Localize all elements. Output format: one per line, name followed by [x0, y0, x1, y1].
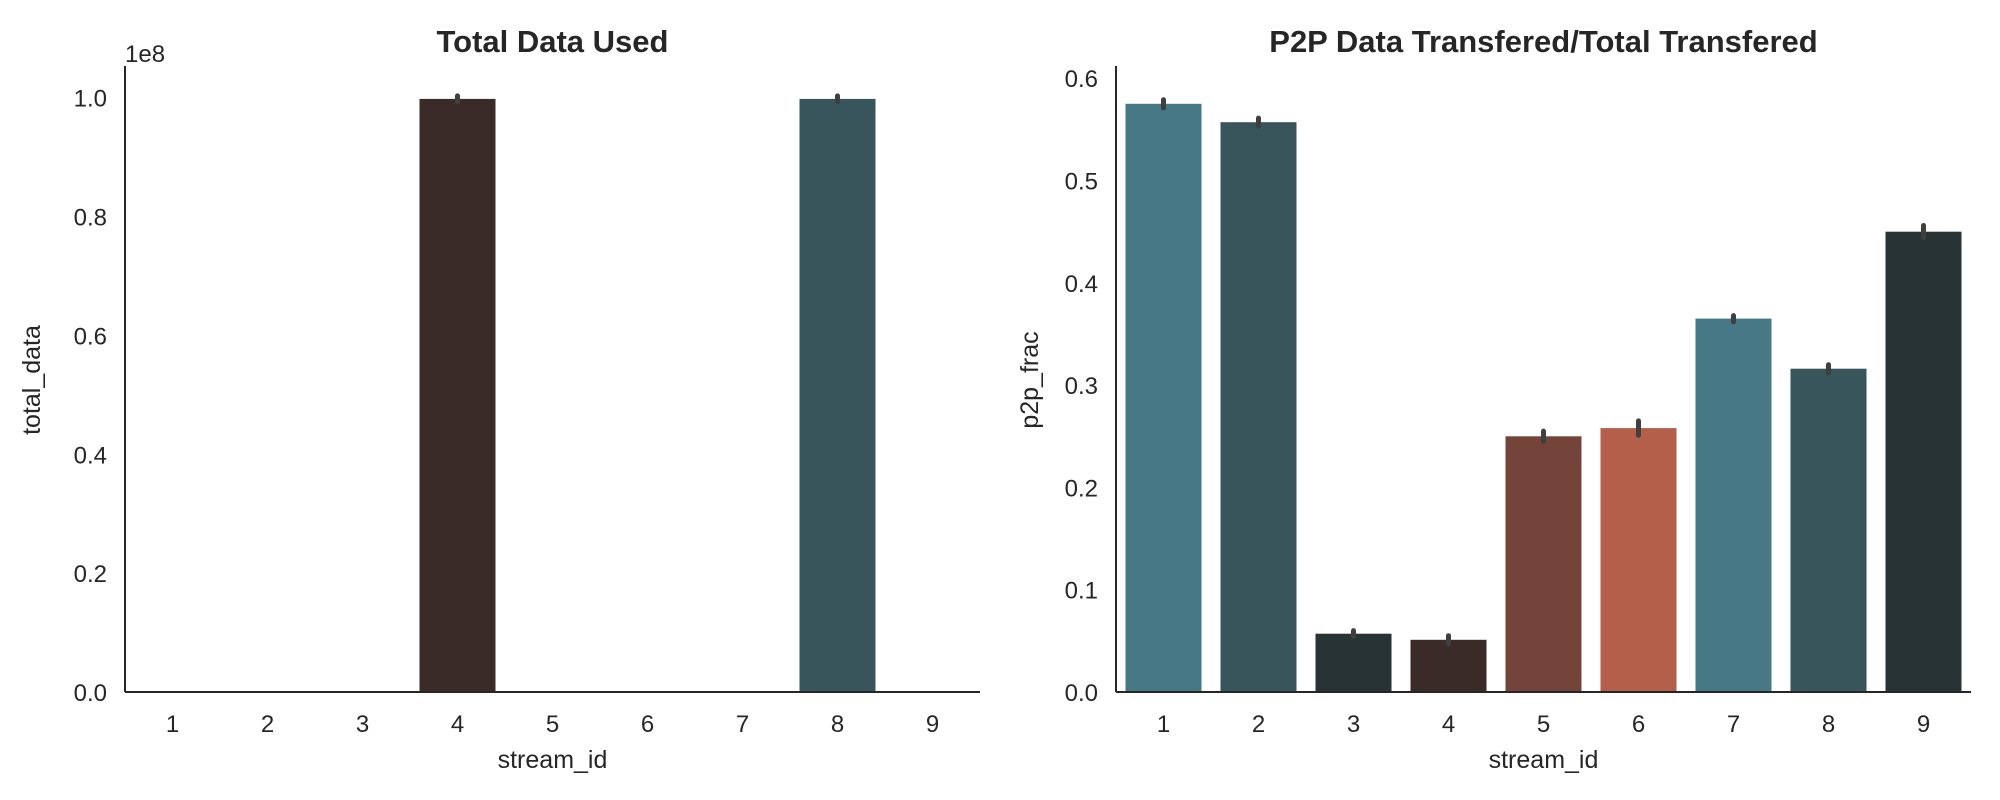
x-axis-label: stream_id: [498, 746, 608, 774]
y-tick-label: 0.6: [1065, 66, 1098, 93]
y-tick-label: 0.5: [1065, 169, 1098, 196]
bar-1: [1125, 103, 1202, 693]
bar-8: [799, 98, 876, 692]
x-tick-label: 2: [1252, 711, 1265, 738]
y-tick-label: 0.4: [74, 442, 107, 469]
bar-9: [1885, 231, 1962, 692]
bar-5: [1505, 436, 1582, 692]
chart-total-data-used: Total Data Used 1e8 stream_id total_data…: [18, 24, 980, 774]
y-tick-label: 0.6: [74, 323, 107, 350]
x-tick-label: 3: [356, 711, 369, 738]
x-tick-label: 3: [1347, 711, 1360, 738]
x-tick-label: 9: [1917, 711, 1930, 738]
x-tick-label: 6: [1632, 711, 1645, 738]
chart-title: P2P Data Transfered/Total Transfered: [1269, 24, 1817, 59]
y-tick-label: 0.2: [1065, 475, 1098, 502]
bar-6: [1600, 428, 1677, 692]
x-tick-label: 1: [166, 711, 179, 738]
x-tick-label: 9: [926, 711, 939, 738]
y-tick-label: 0.4: [1065, 271, 1098, 298]
x-tick-label: 1: [1157, 711, 1170, 738]
y-tick-label: 0.0: [74, 680, 107, 707]
x-tick-label: 6: [641, 711, 654, 738]
bar-3: [1315, 633, 1392, 692]
y-tick-label: 0.1: [1065, 578, 1098, 605]
bar-8: [1790, 368, 1867, 692]
bar-2: [1220, 122, 1297, 692]
x-tick-label: 5: [546, 711, 559, 738]
bar-7: [1695, 318, 1772, 692]
bar-4: [1410, 639, 1487, 692]
y-tick-label: 0.3: [1065, 373, 1098, 400]
x-axis-label: stream_id: [1489, 746, 1599, 774]
y-tick-label: 0.2: [74, 561, 107, 588]
x-tick-label: 4: [1442, 711, 1455, 738]
y-offset-label: 1e8: [125, 41, 165, 68]
bar-4: [419, 98, 496, 692]
x-tick-label: 4: [451, 711, 464, 738]
y-tick-label: 0.0: [1065, 680, 1098, 707]
x-tick-label: 5: [1537, 711, 1550, 738]
x-tick-label: 2: [261, 711, 274, 738]
x-tick-label: 7: [1727, 711, 1740, 738]
x-tick-label: 8: [831, 711, 844, 738]
y-tick-label: 1.0: [74, 86, 107, 113]
chart-p2p-fraction: P2P Data Transfered/Total Transfered str…: [1016, 24, 1971, 774]
chart-title: Total Data Used: [437, 24, 669, 59]
x-tick-label: 8: [1822, 711, 1835, 738]
y-axis-label: total_data: [18, 325, 46, 435]
y-axis-label: p2p_frac: [1016, 331, 1044, 428]
y-tick-label: 0.8: [74, 205, 107, 232]
x-tick-label: 7: [736, 711, 749, 738]
